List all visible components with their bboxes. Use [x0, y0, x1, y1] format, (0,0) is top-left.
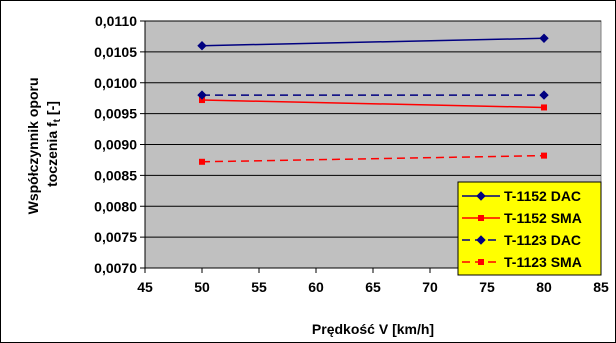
y-axis-title-suffix: [-] — [44, 101, 60, 119]
y-axis-title-line1: Współczynnik oporu — [25, 78, 41, 215]
x-tick-label-7: 80 — [536, 279, 552, 295]
series-0 — [197, 33, 549, 51]
y-axis-title-subscript: t — [52, 118, 63, 122]
legend-label-0: T-1152 DAC — [504, 188, 581, 204]
legend-label-1: T-1152 SMA — [504, 210, 582, 226]
x-tick-label-8: 85 — [593, 279, 609, 295]
series-1-point-0 — [199, 97, 205, 104]
x-tick-label-3: 60 — [308, 279, 324, 295]
legend-marker-3 — [478, 259, 484, 265]
series-0-point-1 — [539, 33, 549, 43]
y-axis-ticks: 0,0070 0,0075 0,0080 0,0085 0,0090 0,0095 0,01… — [94, 13, 145, 276]
legend-label-3: T-1123 SMA — [504, 254, 582, 270]
legend-marker-0 — [476, 191, 486, 201]
y-tick-label-3: 0,0085 — [94, 167, 137, 183]
series-3-point-1 — [541, 152, 547, 159]
y-tick-label-8: 0,0110 — [95, 13, 137, 29]
series-0-line — [201, 37, 545, 47]
legend-item-1: T-1152 SMA — [462, 210, 582, 226]
legend-marker-1 — [478, 215, 484, 221]
x-tick-label-4: 65 — [365, 279, 381, 295]
legend-item-2: T-1123 DAC — [462, 232, 581, 248]
series-1-point-1 — [541, 104, 547, 111]
y-axis-title-line2: toczenia ft [-] — [44, 101, 63, 187]
x-axis-title: Prędkość V [km/h] — [312, 321, 434, 337]
x-axis-ticks: 45 50 55 60 65 70 75 80 85 — [137, 268, 609, 295]
legend: T-1152 DAC T-1152 SMA T-1123 DAC T-1123 SMA — [457, 181, 602, 276]
series-1 — [199, 97, 547, 111]
series-3-point-0 — [199, 158, 205, 165]
y-tick-label-4: 0,0090 — [94, 137, 137, 153]
y-axis-title: Współczynnik oporu toczenia ft [-] — [25, 74, 63, 215]
x-tick-label-0: 45 — [137, 279, 153, 295]
y-tick-label-6: 0,0100 — [94, 75, 137, 91]
x-tick-label-5: 70 — [422, 279, 438, 295]
series-1-line — [201, 99, 545, 109]
x-tick-label-1: 50 — [194, 279, 210, 295]
y-axis-title-prefix: toczenia f — [44, 122, 60, 187]
y-tick-label-5: 0,0095 — [94, 106, 137, 122]
y-tick-label-7: 0,0105 — [94, 44, 137, 60]
x-tick-label-6: 75 — [479, 279, 495, 295]
legend-marker-2 — [476, 235, 486, 245]
x-tick-label-2: 55 — [251, 279, 267, 295]
y-tick-label-0: 0,0070 — [94, 260, 137, 276]
legend-item-0: T-1152 DAC — [462, 188, 581, 204]
series-2-point-0 — [197, 90, 207, 100]
series-0-point-0 — [197, 40, 207, 51]
series-2-point-1 — [539, 90, 549, 100]
y-tick-label-1: 0,0075 — [94, 229, 137, 245]
series-layer — [197, 33, 549, 165]
y-tick-label-2: 0,0080 — [94, 198, 137, 214]
series-2 — [197, 90, 549, 100]
legend-item-3: T-1123 SMA — [462, 254, 582, 270]
legend-label-2: T-1123 DAC — [504, 232, 581, 248]
series-3-line — [201, 154, 545, 163]
series-3 — [199, 152, 547, 165]
